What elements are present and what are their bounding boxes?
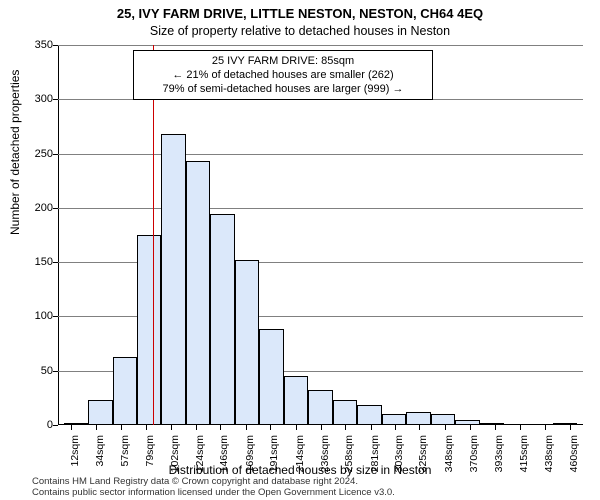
- xtick-mark: [419, 425, 420, 430]
- histogram-bar: [308, 390, 332, 425]
- marker-line: [153, 45, 155, 425]
- xtick-mark: [121, 425, 122, 430]
- x-axis-label: Distribution of detached houses by size …: [0, 463, 600, 477]
- xtick-mark: [470, 425, 471, 430]
- histogram-bar: [161, 134, 185, 425]
- infobox-line1: 25 IVY FARM DRIVE: 85sqm: [140, 54, 426, 68]
- xtick-mark: [196, 425, 197, 430]
- histogram-bar: [137, 235, 161, 425]
- xtick-mark: [445, 425, 446, 430]
- xtick-mark: [520, 425, 521, 430]
- ytick-label: 150: [13, 256, 53, 268]
- histogram-bar: [406, 412, 430, 425]
- ytick-mark: [53, 425, 58, 426]
- footer-line1: Contains HM Land Registry data © Crown c…: [32, 476, 395, 487]
- ytick-label: 350: [13, 39, 53, 51]
- xtick-mark: [171, 425, 172, 430]
- gridline-h: [58, 45, 583, 46]
- ytick-mark: [53, 208, 58, 209]
- ytick-mark: [53, 154, 58, 155]
- histogram-bar: [88, 400, 112, 425]
- histogram-bar: [113, 357, 137, 425]
- chart-plot-area: 05010015020025030035012sqm34sqm57sqm79sq…: [58, 45, 583, 425]
- xtick-mark: [545, 425, 546, 430]
- xtick-mark: [71, 425, 72, 430]
- xtick-mark: [296, 425, 297, 430]
- ytick-mark: [53, 262, 58, 263]
- histogram-bar: [259, 329, 283, 425]
- histogram-bar: [480, 423, 504, 425]
- ytick-mark: [53, 316, 58, 317]
- gridline-h: [58, 208, 583, 209]
- histogram-bar: [333, 400, 357, 425]
- ytick-mark: [53, 371, 58, 372]
- xtick-mark: [570, 425, 571, 430]
- xtick-mark: [395, 425, 396, 430]
- histogram-bar: [235, 260, 259, 425]
- footer-attribution: Contains HM Land Registry data © Crown c…: [32, 476, 395, 498]
- histogram-bar: [455, 420, 479, 425]
- annotation-infobox: 25 IVY FARM DRIVE: 85sqm← 21% of detache…: [133, 50, 433, 100]
- gridline-h: [58, 154, 583, 155]
- ytick-mark: [53, 99, 58, 100]
- histogram-bar: [382, 414, 406, 425]
- ytick-mark: [53, 45, 58, 46]
- ytick-label: 50: [13, 365, 53, 377]
- xtick-mark: [345, 425, 346, 430]
- xtick-mark: [321, 425, 322, 430]
- y-axis-line: [58, 45, 59, 425]
- infobox-line2: ← 21% of detached houses are smaller (26…: [140, 68, 426, 82]
- xtick-mark: [96, 425, 97, 430]
- xtick-mark: [220, 425, 221, 430]
- histogram-bar: [431, 414, 455, 425]
- xtick-mark: [246, 425, 247, 430]
- infobox-line3: 79% of semi-detached houses are larger (…: [140, 82, 426, 96]
- histogram-bar: [210, 214, 234, 425]
- ytick-label: 0: [13, 419, 53, 431]
- histogram-bar: [64, 423, 88, 425]
- histogram-bar: [553, 423, 577, 425]
- histogram-bar: [284, 376, 308, 425]
- chart-title-line2: Size of property relative to detached ho…: [0, 24, 600, 38]
- xtick-mark: [495, 425, 496, 430]
- histogram-bar: [186, 161, 210, 425]
- xtick-mark: [270, 425, 271, 430]
- ytick-label: 100: [13, 310, 53, 322]
- histogram-bar: [357, 405, 381, 425]
- chart-title-line1: 25, IVY FARM DRIVE, LITTLE NESTON, NESTO…: [0, 6, 600, 21]
- xtick-mark: [146, 425, 147, 430]
- footer-line2: Contains public sector information licen…: [32, 487, 395, 498]
- y-axis-label: Number of detached properties: [8, 70, 22, 235]
- xtick-mark: [371, 425, 372, 430]
